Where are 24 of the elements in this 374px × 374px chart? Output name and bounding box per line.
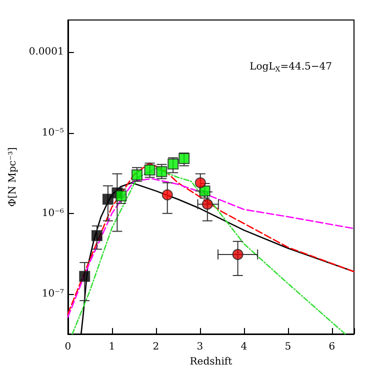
- y-axis-title: Φ[N Mpc⁻³]: [8, 147, 18, 207]
- point: [116, 190, 127, 202]
- point: [168, 158, 179, 170]
- y-tick-label: 0.0001: [28, 46, 64, 58]
- point: [79, 270, 90, 282]
- x-tick-label: 4: [240, 342, 248, 352]
- point: [178, 152, 190, 164]
- point: [202, 198, 213, 210]
- x-tick-label: 2: [152, 342, 160, 352]
- y-tick-label: 10⁻⁵: [42, 127, 64, 138]
- x-tick-label: 5: [284, 342, 292, 352]
- y-tick-label: 10⁻⁷: [42, 288, 64, 300]
- x-tick-label: 6: [328, 342, 336, 352]
- point: [199, 185, 210, 196]
- point: [102, 194, 114, 205]
- x-tick-label: 1: [108, 342, 116, 352]
- x-tick-label: 0: [64, 342, 72, 352]
- x-axis-title: Redshift: [190, 356, 232, 368]
- x-tick-label: 3: [196, 342, 204, 352]
- point: [194, 177, 206, 188]
- y-tick-label: 10⁻⁶: [42, 208, 64, 219]
- point: [91, 230, 102, 242]
- point: [162, 189, 173, 200]
- point: [232, 248, 244, 260]
